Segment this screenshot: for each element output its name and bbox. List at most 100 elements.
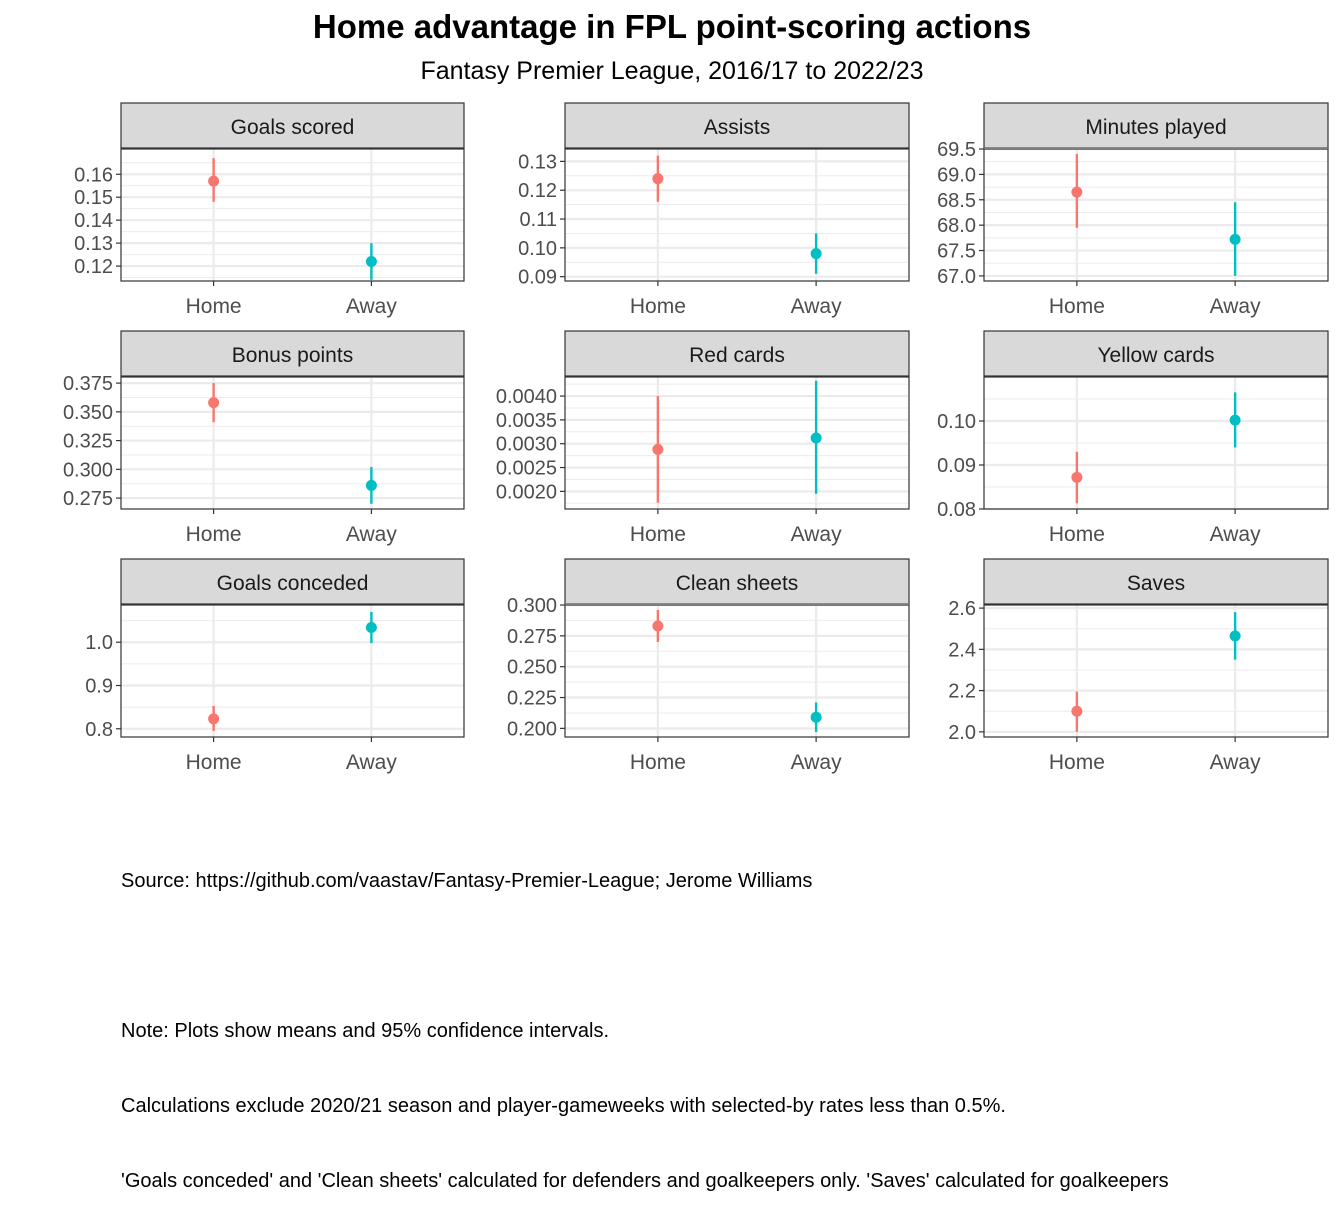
y-tick-label: 67.5: [937, 241, 976, 263]
strip-label: Red cards: [689, 344, 785, 367]
point-away: [365, 255, 377, 267]
y-tick-label: 0.0035: [496, 410, 557, 432]
y-tick-label: 0.0020: [496, 481, 557, 503]
point-away: [810, 432, 822, 444]
y-tick-label: 0.13: [518, 151, 557, 173]
panel-border: [120, 376, 465, 510]
x-tick-label-away: Away: [1210, 295, 1261, 318]
x-tick-label-away: Away: [791, 295, 842, 318]
y-tick-label: 0.09: [937, 455, 976, 477]
strip-label: Clean sheets: [676, 572, 799, 595]
caption: Source: https://github.com/vaastav/Fanta…: [121, 819, 1169, 1219]
strip-assists: [564, 102, 910, 149]
strip-label: Assists: [704, 116, 771, 139]
facet-assists: Assists 0.09 0.10 0.11 0.12 0.13 Home Away: [518, 102, 910, 318]
x-tick-label-away: Away: [791, 751, 842, 774]
panel-border: [120, 148, 465, 282]
y-tick-label: 0.13: [74, 233, 113, 255]
x-tick-label-home: Home: [186, 523, 242, 546]
panel-border: [983, 148, 1329, 282]
point-home: [208, 713, 220, 725]
x-tick-label-away: Away: [1210, 523, 1261, 546]
strip-label: Saves: [1127, 572, 1185, 595]
caption-note-3: 'Goals conceded' and 'Clean sheets' calc…: [121, 1170, 1169, 1192]
facet-saves: Saves 2.0 2.2 2.4 2.6 Home Away: [948, 558, 1329, 774]
strip-goals-conceded: [120, 558, 465, 605]
x-tick-label-away: Away: [346, 295, 397, 318]
y-tick-label: 0.16: [74, 164, 113, 186]
point-home: [1071, 186, 1083, 198]
point-away: [365, 479, 377, 491]
y-tick-label: 0.0040: [496, 386, 557, 408]
strip-minutes-played: [983, 102, 1329, 149]
y-tick-label: 69.5: [937, 139, 976, 161]
y-tick-label: 2.6: [948, 598, 976, 620]
strip-label: Yellow cards: [1097, 344, 1214, 367]
y-tick-label: 0.0030: [496, 434, 557, 456]
y-tick-label: 0.08: [937, 499, 976, 521]
chart-subtitle: Fantasy Premier League, 2016/17 to 2022/…: [420, 57, 924, 85]
y-tick-label: 0.12: [74, 256, 113, 278]
facet-yellow-cards: Yellow cards 0.08 0.09 0.10 Home Away: [937, 330, 1329, 546]
y-tick-label: 1.0: [85, 632, 113, 654]
y-tick-label: 0.200: [507, 718, 557, 740]
panel-border: [983, 376, 1329, 510]
x-tick-label-away: Away: [791, 523, 842, 546]
facet-goals-scored: Goals scored 0.120.130.140.150.16 Home Away: [74, 102, 465, 318]
x-tick-label-home: Home: [630, 295, 686, 318]
y-tick-label: 0.350: [63, 402, 113, 424]
y-tick-label: 0.275: [63, 488, 113, 510]
chart-title: Home advantage in FPL point-scoring acti…: [312, 8, 1032, 45]
y-tick-label: 0.9: [85, 675, 113, 697]
y-tick-label: 0.325: [63, 431, 113, 453]
panel-border: [120, 604, 465, 738]
point-away: [1229, 233, 1241, 245]
x-tick-label-home: Home: [186, 295, 242, 318]
caption-note-1: Note: Plots show means and 95% confidenc…: [121, 1020, 610, 1042]
point-away: [365, 622, 377, 634]
y-tick-label: 0.11: [520, 209, 557, 231]
y-tick-label: 69.0: [937, 164, 976, 186]
x-tick-label-home: Home: [630, 751, 686, 774]
y-tick-label: 0.8: [85, 719, 113, 741]
strip-label: Bonus points: [232, 344, 353, 367]
y-tick-label: 2.0: [948, 722, 976, 744]
strip-goals-scored: [120, 102, 465, 149]
caption-source: Source: https://github.com/vaastav/Fanta…: [121, 870, 813, 892]
y-tick-label: 0.375: [63, 373, 113, 395]
y-tick-label: 0.275: [507, 626, 557, 648]
y-tick-label: 0.300: [63, 459, 113, 481]
caption-note-2: Calculations exclude 2020/21 season and …: [121, 1095, 1006, 1117]
y-tick-label: 0.225: [507, 688, 557, 710]
point-home: [1071, 705, 1083, 717]
x-tick-label-home: Home: [1049, 751, 1105, 774]
x-tick-label-away: Away: [346, 523, 397, 546]
x-tick-label-home: Home: [186, 751, 242, 774]
y-tick-label: 0.0025: [496, 458, 557, 480]
panel-border: [564, 376, 910, 510]
strip-saves: [983, 558, 1329, 605]
y-tick-label: 2.4: [948, 639, 976, 661]
x-tick-label-home: Home: [1049, 295, 1105, 318]
panel-border: [564, 148, 910, 282]
x-tick-label-home: Home: [630, 523, 686, 546]
point-home: [652, 173, 664, 185]
y-tick-label: 68.5: [937, 190, 976, 212]
facet-clean-sheets: Clean sheets 0.200 0.225 0.250 0.275 0.300 Hom…: [507, 558, 910, 774]
x-tick-label-home: Home: [1049, 523, 1105, 546]
point-home: [652, 620, 664, 632]
y-tick-label: 0.300: [507, 595, 557, 617]
x-tick-label-away: Away: [1210, 751, 1261, 774]
facet-minutes-played: Minutes played 67.0 67.5 68.0 68.5 69.0 69.5 Ho…: [937, 102, 1329, 318]
point-away: [810, 248, 822, 260]
strip-label: Goals scored: [231, 116, 355, 139]
y-tick-label: 0.15: [74, 187, 113, 209]
x-tick-label-away: Away: [346, 751, 397, 774]
y-tick-label: 0.09: [518, 267, 557, 289]
y-tick-label: 0.10: [937, 411, 976, 433]
strip-label: Minutes played: [1085, 116, 1226, 139]
y-tick-label: 0.250: [507, 657, 557, 679]
strip-red-cards: [564, 330, 910, 377]
